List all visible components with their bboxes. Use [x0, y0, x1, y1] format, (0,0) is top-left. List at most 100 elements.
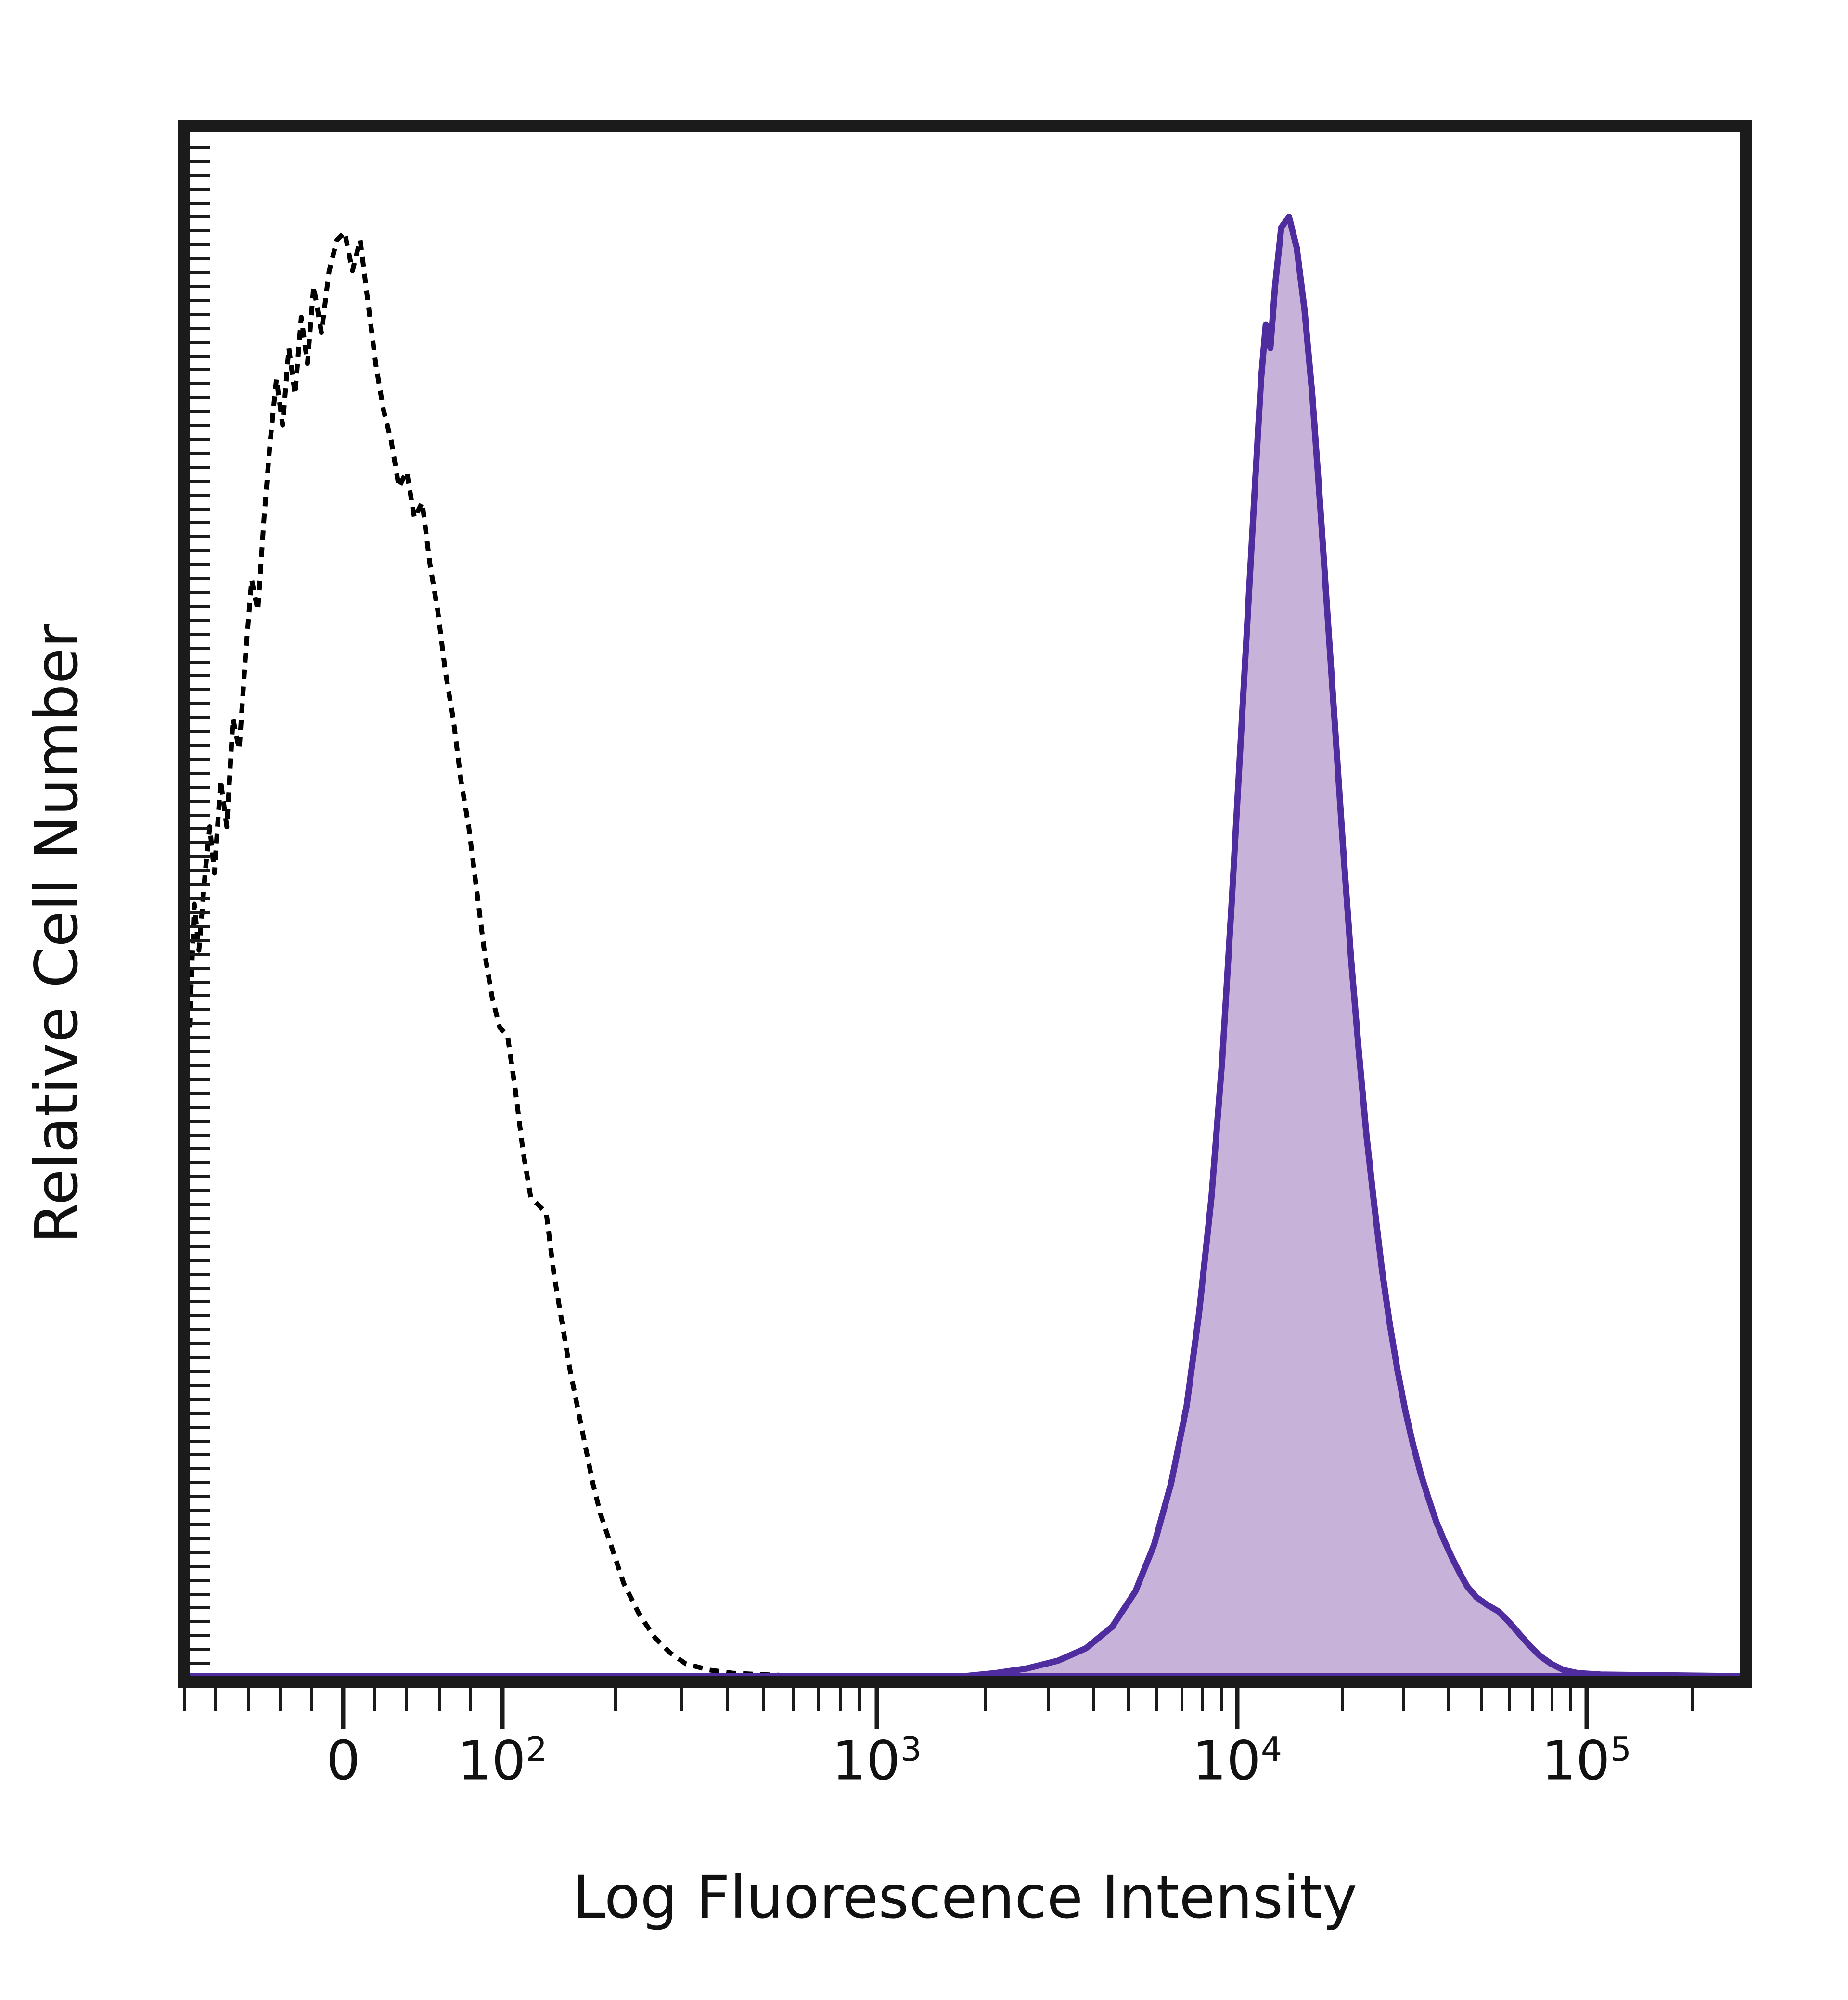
y-minor-tick	[190, 785, 210, 789]
x-minor-tick	[680, 1687, 683, 1711]
x-minor-tick	[1402, 1687, 1406, 1711]
y-minor-tick	[190, 1147, 210, 1151]
y-minor-tick	[190, 757, 210, 761]
y-axis-title: Relative Cell Number	[23, 624, 91, 1244]
y-minor-tick	[190, 1606, 210, 1610]
y-minor-tick	[190, 1495, 210, 1499]
y-minor-tick	[190, 1370, 210, 1373]
x-axis-ticks	[178, 1687, 1752, 1749]
y-minor-tick	[190, 521, 210, 525]
y-minor-tick	[190, 1356, 210, 1359]
histogram-curves-svg	[190, 132, 1740, 1676]
x-minor-tick	[183, 1687, 186, 1711]
x-minor-tick	[1127, 1687, 1130, 1711]
y-minor-tick	[190, 1439, 210, 1443]
y-minor-tick	[190, 827, 210, 831]
y-minor-tick	[190, 1217, 210, 1220]
y-minor-tick	[190, 187, 210, 191]
y-minor-tick	[190, 563, 210, 566]
y-minor-tick	[190, 159, 210, 163]
x-minor-tick	[1092, 1687, 1096, 1711]
y-minor-tick	[190, 1050, 210, 1053]
y-minor-tick	[190, 966, 210, 970]
y-minor-tick	[190, 1592, 210, 1596]
plot-area	[178, 120, 1752, 1688]
y-minor-tick	[190, 1384, 210, 1387]
x-tick-label: 105	[1541, 1730, 1631, 1793]
y-minor-tick	[190, 1648, 210, 1652]
y-minor-tick	[190, 1411, 210, 1415]
x-minor-tick	[214, 1687, 218, 1711]
y-minor-tick	[190, 1328, 210, 1332]
y-minor-tick	[190, 577, 210, 580]
y-minor-tick	[190, 716, 210, 719]
y-minor-tick	[190, 1008, 210, 1012]
x-minor-tick	[247, 1687, 251, 1711]
x-minor-tick	[405, 1687, 408, 1711]
y-minor-tick	[190, 535, 210, 538]
y-minor-tick	[190, 215, 210, 218]
x-tick-label: 0	[326, 1730, 360, 1792]
y-minor-tick	[190, 952, 210, 956]
y-minor-tick	[190, 1662, 210, 1666]
y-minor-tick	[190, 799, 210, 803]
y-minor-tick	[190, 1397, 210, 1401]
y-minor-tick	[190, 730, 210, 733]
y-minor-tick	[190, 1578, 210, 1582]
y-minor-tick	[190, 591, 210, 594]
x-minor-tick	[1690, 1687, 1694, 1711]
x-major-tick	[1235, 1687, 1240, 1729]
y-minor-tick	[190, 243, 210, 246]
x-minor-tick	[1341, 1687, 1344, 1711]
y-minor-tick	[190, 813, 210, 817]
y-minor-tick	[190, 145, 210, 149]
y-minor-tick	[190, 1467, 210, 1471]
y-minor-tick	[190, 396, 210, 399]
y-minor-tick	[190, 841, 210, 845]
y-minor-tick	[190, 1091, 210, 1095]
x-tick-label: 104	[1192, 1730, 1283, 1793]
series-dashed_black_control	[190, 232, 810, 1676]
y-minor-tick	[190, 382, 210, 385]
y-minor-tick	[190, 451, 210, 455]
y-minor-tick	[190, 1064, 210, 1067]
y-minor-tick	[190, 257, 210, 260]
y-minor-tick	[190, 1523, 210, 1526]
y-minor-tick	[190, 285, 210, 288]
y-minor-tick	[190, 438, 210, 441]
y-minor-tick	[190, 424, 210, 427]
y-minor-tick	[190, 1453, 210, 1457]
y-minor-tick	[190, 660, 210, 664]
y-minor-tick	[190, 771, 210, 775]
x-minor-tick	[437, 1687, 441, 1711]
x-major-tick	[1584, 1687, 1589, 1729]
x-minor-tick	[817, 1687, 820, 1711]
x-minor-tick	[279, 1687, 282, 1711]
x-major-tick	[874, 1687, 879, 1729]
y-minor-tick	[190, 1036, 210, 1039]
x-minor-tick	[762, 1687, 765, 1711]
y-minor-tick	[190, 340, 210, 344]
x-minor-tick	[1047, 1687, 1050, 1711]
y-minor-tick	[190, 1300, 210, 1304]
x-minor-tick	[1446, 1687, 1450, 1711]
y-minor-tick	[190, 479, 210, 483]
y-minor-tick	[190, 980, 210, 984]
x-axis-title: Log Fluorescence Intensity	[572, 1863, 1358, 1932]
y-minor-tick	[190, 354, 210, 358]
y-minor-tick	[190, 869, 210, 872]
x-major-tick	[500, 1687, 505, 1729]
y-minor-tick	[190, 1077, 210, 1081]
x-minor-tick	[1479, 1687, 1483, 1711]
y-minor-tick	[190, 855, 210, 859]
y-minor-tick	[190, 1231, 210, 1234]
x-minor-tick	[1220, 1687, 1223, 1711]
y-minor-tick	[190, 632, 210, 636]
y-minor-tick	[190, 618, 210, 622]
y-minor-tick	[190, 326, 210, 330]
x-minor-tick	[1508, 1687, 1511, 1711]
y-minor-tick	[190, 1286, 210, 1290]
y-minor-tick	[190, 1203, 210, 1206]
y-minor-tick	[190, 507, 210, 511]
